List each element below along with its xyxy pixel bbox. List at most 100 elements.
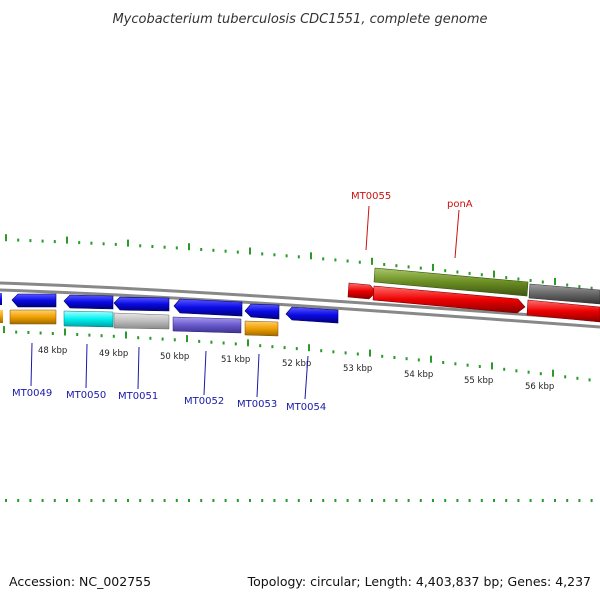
minor-tick xyxy=(381,354,384,358)
kbp-scale: 48 kbp 49 kbp 50 kbp 51 kbp 52 kbp 53 kb… xyxy=(38,346,554,392)
minor-tick xyxy=(466,363,469,367)
gene-label-MT0049[interactable]: MT0049 xyxy=(12,388,52,399)
gene-MT0054-arrow[interactable] xyxy=(285,306,339,324)
major-tick xyxy=(5,499,7,502)
minor-tick xyxy=(295,347,298,351)
gene-ponA-block[interactable] xyxy=(373,267,529,297)
major-tick xyxy=(310,499,312,502)
minor-tick xyxy=(53,240,56,244)
gene-label-MT0052[interactable]: MT0052 xyxy=(184,396,224,407)
major-tick xyxy=(127,499,129,502)
major-tick xyxy=(552,369,554,377)
blue-gene-track xyxy=(0,293,339,324)
minor-tick xyxy=(590,286,593,290)
major-tick xyxy=(125,331,127,339)
minor-tick xyxy=(285,254,288,258)
gene-block-dark[interactable] xyxy=(528,283,600,305)
minor-tick xyxy=(88,333,91,337)
kbp-label: 55 kbp xyxy=(464,376,493,386)
minor-tick xyxy=(200,248,203,251)
gene-red-arrow-right[interactable] xyxy=(526,299,600,323)
gene-label-MT0053[interactable]: MT0053 xyxy=(237,399,277,410)
minor-tick xyxy=(539,372,542,376)
gene-MT0051-arrow[interactable] xyxy=(113,296,170,312)
minor-tick xyxy=(261,499,264,502)
major-tick xyxy=(371,499,373,502)
minor-tick xyxy=(234,342,237,346)
gene-MT0050-arrow[interactable] xyxy=(63,294,114,310)
minor-tick xyxy=(76,333,79,336)
minor-tick xyxy=(41,499,44,502)
minor-tick xyxy=(90,499,93,502)
gene-label-MT0051[interactable]: MT0051 xyxy=(118,391,158,402)
minor-tick xyxy=(454,362,457,366)
upper-tick-row xyxy=(5,234,593,290)
minor-tick xyxy=(383,263,386,266)
feature-MT0049-block[interactable] xyxy=(9,309,57,325)
gene-label-ponA[interactable]: ponA xyxy=(447,199,473,210)
feature-block-left-edge[interactable] xyxy=(0,310,3,323)
gene-MT0049-arrow[interactable] xyxy=(11,293,57,308)
gene-ponA-arrow[interactable] xyxy=(372,285,526,314)
gene-label-MT0054[interactable]: MT0054 xyxy=(286,402,326,413)
minor-tick xyxy=(395,264,398,268)
minor-tick xyxy=(297,499,300,502)
lower-tick-row xyxy=(3,326,591,382)
major-tick xyxy=(432,263,434,271)
major-tick xyxy=(554,278,556,285)
gene-block-left-edge[interactable] xyxy=(0,293,2,305)
minor-tick xyxy=(393,356,396,359)
minor-tick xyxy=(114,499,117,502)
major-tick xyxy=(247,339,249,347)
kbp-label: 54 kbp xyxy=(404,370,433,380)
minor-tick xyxy=(405,357,408,361)
minor-tick xyxy=(527,370,530,374)
minor-tick xyxy=(41,239,44,243)
minor-tick xyxy=(468,271,471,275)
kbp-label: 50 kbp xyxy=(160,352,189,362)
minor-tick xyxy=(346,259,349,263)
gene-label-MT0055[interactable]: MT0055 xyxy=(351,191,391,202)
bottom-tick-row xyxy=(5,499,593,502)
minor-tick xyxy=(576,376,579,380)
major-tick xyxy=(249,247,251,255)
gene-MT0053-arrow[interactable] xyxy=(244,303,280,320)
minor-tick xyxy=(456,499,459,502)
feature-MT0052-block[interactable] xyxy=(172,316,242,334)
major-tick xyxy=(188,243,190,251)
minor-tick xyxy=(541,280,544,284)
minor-tick xyxy=(444,269,447,273)
minor-tick xyxy=(529,499,532,502)
minor-tick xyxy=(419,499,422,502)
gene-MT0052-arrow[interactable] xyxy=(173,298,243,317)
minor-tick xyxy=(505,499,508,502)
minor-tick xyxy=(137,336,140,340)
gene-MT0055-arrow[interactable] xyxy=(347,282,377,300)
minor-tick xyxy=(112,334,115,338)
minor-tick xyxy=(222,341,225,345)
minor-tick xyxy=(198,339,201,343)
minor-tick xyxy=(114,242,117,246)
feature-MT0051-block[interactable] xyxy=(113,312,170,330)
minor-tick xyxy=(283,346,286,350)
minor-tick xyxy=(273,253,276,257)
minor-tick xyxy=(517,499,520,502)
gene-leader-lines xyxy=(30,205,460,400)
minor-tick xyxy=(334,258,337,262)
major-tick xyxy=(66,236,68,244)
gene-label-MT0050[interactable]: MT0050 xyxy=(66,390,106,401)
minor-tick xyxy=(212,248,215,252)
major-tick xyxy=(249,499,251,502)
forward-gene-track xyxy=(373,267,600,305)
minor-tick xyxy=(407,265,410,269)
genome-backbone xyxy=(0,281,600,329)
minor-tick xyxy=(395,499,398,502)
minor-tick xyxy=(224,499,227,502)
feature-MT0053-block[interactable] xyxy=(244,320,279,337)
minor-tick xyxy=(419,266,422,270)
minor-tick xyxy=(175,246,178,250)
feature-MT0050-block[interactable] xyxy=(63,310,114,328)
minor-tick xyxy=(442,361,445,364)
major-tick xyxy=(64,328,66,336)
